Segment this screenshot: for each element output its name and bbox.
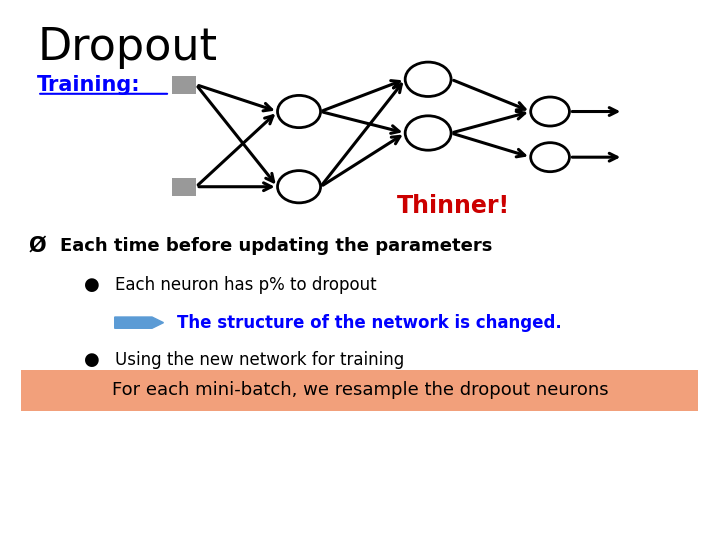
Circle shape bbox=[277, 171, 320, 203]
FancyBboxPatch shape bbox=[22, 370, 698, 411]
Circle shape bbox=[277, 96, 320, 127]
Text: For each mini-batch, we resample the dropout neurons: For each mini-batch, we resample the dro… bbox=[112, 381, 608, 400]
Text: Thinner!: Thinner! bbox=[397, 193, 510, 218]
FancyBboxPatch shape bbox=[173, 76, 196, 93]
Circle shape bbox=[405, 116, 451, 150]
Text: Each time before updating the parameters: Each time before updating the parameters bbox=[60, 237, 492, 255]
Text: ●: ● bbox=[84, 351, 99, 369]
Circle shape bbox=[405, 62, 451, 97]
Text: Ø: Ø bbox=[29, 236, 46, 256]
Text: Using the new network for training: Using the new network for training bbox=[114, 351, 404, 369]
Text: Each neuron has p% to dropout: Each neuron has p% to dropout bbox=[114, 276, 377, 294]
Text: The structure of the network is changed.: The structure of the network is changed. bbox=[177, 314, 562, 332]
Text: ●: ● bbox=[84, 276, 99, 294]
Text: Training:: Training: bbox=[37, 75, 141, 94]
Circle shape bbox=[531, 143, 570, 172]
Text: Dropout: Dropout bbox=[37, 25, 217, 69]
FancyBboxPatch shape bbox=[173, 178, 196, 195]
Circle shape bbox=[531, 97, 570, 126]
FancyArrow shape bbox=[114, 317, 163, 328]
